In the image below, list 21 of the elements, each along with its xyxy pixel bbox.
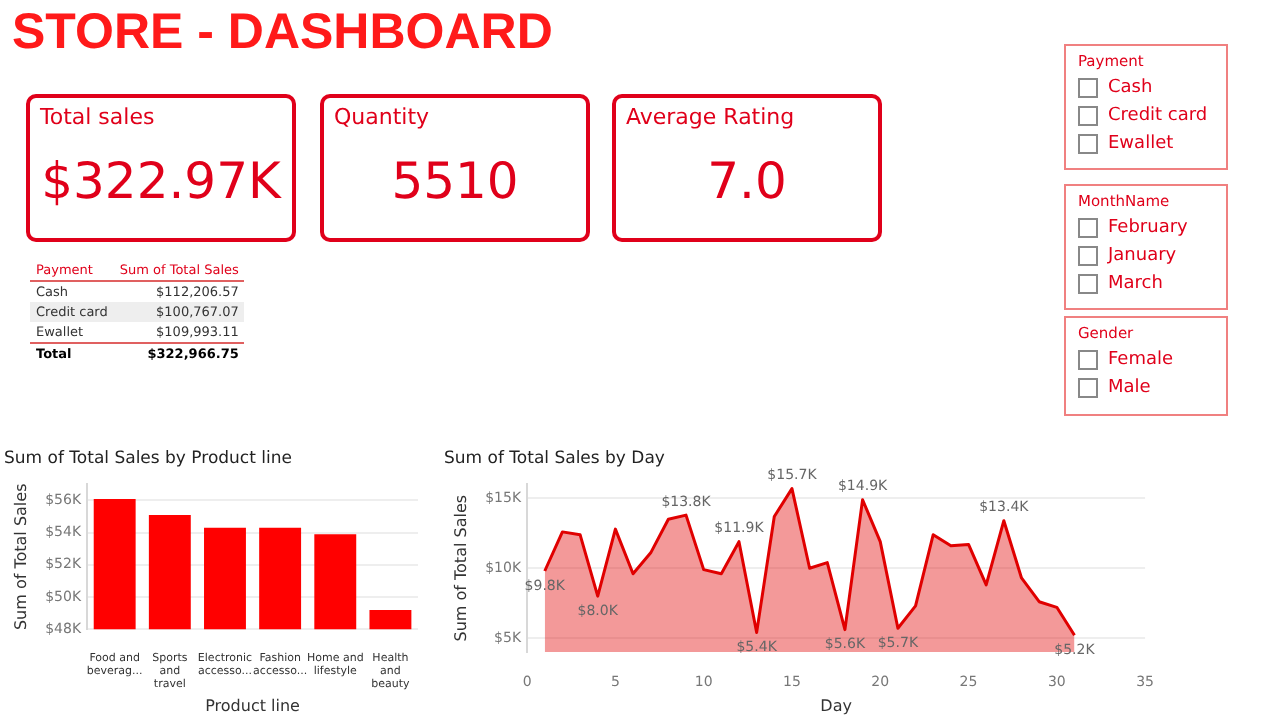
- text: Female: [1108, 350, 1174, 370]
- chart-title: Sum of Total Sales by Day: [444, 448, 665, 469]
- text: February: [1108, 218, 1188, 238]
- text: 5510: [389, 152, 521, 210]
- text: Cash: [1108, 78, 1153, 98]
- text: Average Rating: [624, 102, 797, 134]
- text: January: [1108, 246, 1177, 266]
- x-axis-title: Day: [820, 696, 853, 715]
- text: STORE - DASHBOARD: [12, 4, 555, 64]
- text: March: [1108, 274, 1163, 294]
- x-axis-title: Product line: [205, 696, 301, 715]
- text: $322.97K: [39, 152, 284, 210]
- chart-title: Sum of Total Sales by Product line: [4, 448, 292, 469]
- y-axis-title: Sum of Total Sales: [451, 494, 470, 642]
- text: Ewallet: [1108, 134, 1174, 154]
- text: Total sales: [38, 102, 157, 134]
- text: Quantity: [332, 102, 432, 134]
- text: Male: [1108, 378, 1151, 398]
- y-axis-title: Sum of Total Sales: [11, 483, 30, 631]
- text: 7.0: [705, 152, 789, 210]
- text: Credit card: [1108, 106, 1208, 126]
